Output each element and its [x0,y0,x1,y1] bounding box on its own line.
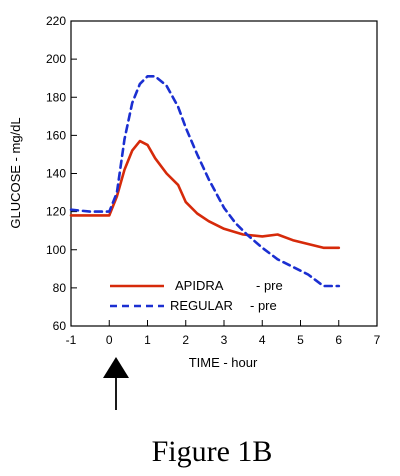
y-tick-label: 80 [53,281,67,295]
legend-label-apidra: APIDRA [175,278,224,293]
x-tick-label: 2 [182,333,189,347]
figure-caption: Figure 1B [152,435,273,468]
x-tick-label: 7 [374,333,381,347]
plot-frame [70,20,378,327]
legend-label-regular: REGULAR [170,298,233,313]
legend: APIDRA - pre REGULAR - pre [110,278,283,313]
y-tick-label: 120 [46,205,66,219]
x-axis-title: TIME - hour [189,355,258,370]
legend-suffix-regular: - pre [250,298,277,313]
y-tick-label: 180 [46,90,66,104]
x-axis: -1 0 1 2 3 4 5 6 7 [66,320,381,347]
y-axis-title: GLUCOSE - mg/dL [8,117,23,228]
x-tick-label: -1 [66,333,77,347]
x-tick-label: 4 [259,333,266,347]
up-arrow-icon [103,357,129,410]
y-tick-label: 160 [46,128,66,142]
legend-suffix-apidra: - pre [256,278,283,293]
y-tick-label: 220 [46,14,66,28]
y-tick-label: 100 [46,243,66,257]
x-tick-label: 0 [106,333,113,347]
x-tick-label: 5 [297,333,304,347]
series-line-apidra [69,139,341,250]
y-axis: 60 80 100 120 140 160 180 200 220 [46,14,77,333]
y-tick-label: 140 [46,167,66,181]
series-lines [69,75,341,288]
x-tick-label: 3 [221,333,228,347]
series-line-regular [69,75,341,288]
y-tick-label: 200 [46,52,66,66]
x-tick-label: 1 [144,333,151,347]
y-tick-label: 60 [53,319,67,333]
x-tick-label: 6 [335,333,342,347]
